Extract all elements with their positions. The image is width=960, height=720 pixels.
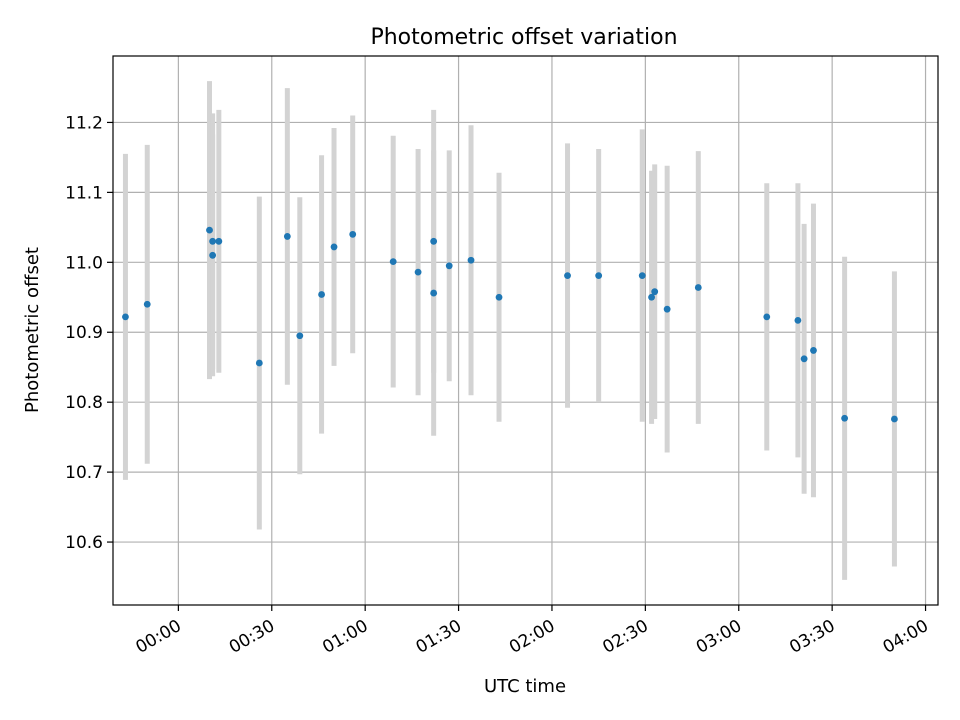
data-point: [296, 332, 304, 340]
x-tick-label: 02:30: [599, 616, 651, 658]
y-tick-label: 10.6: [65, 533, 103, 553]
grid-lines: [113, 56, 938, 605]
x-axis-ticks: 00:00 00:30 01:00 01:30 02:00 02:30 03:00 03:30…: [132, 605, 932, 658]
y-tick-label: 10.8: [65, 393, 103, 413]
data-point: [209, 251, 217, 259]
x-tick-label: 04:00: [880, 616, 932, 658]
y-tick-label: 11.1: [65, 183, 103, 203]
data-point: [841, 414, 849, 422]
data-point: [564, 272, 571, 279]
data-point: [143, 300, 151, 308]
data-point: [206, 226, 213, 234]
data-point: [663, 305, 671, 313]
data-points: [122, 226, 898, 423]
data-point: [122, 313, 129, 321]
x-tick-label: 02:00: [506, 616, 558, 658]
data-point: [330, 243, 338, 251]
x-tick-label: 03:00: [693, 616, 745, 658]
y-tick-label: 11.2: [65, 113, 103, 133]
chart-title: Photometric offset variation: [370, 25, 677, 50]
error-bars: [122, 81, 897, 580]
data-point: [800, 355, 808, 363]
data-point: [430, 289, 438, 297]
y-tick-label: 11.0: [65, 253, 103, 273]
data-point: [694, 284, 702, 291]
data-point: [763, 313, 771, 321]
x-tick-label: 01:30: [413, 616, 465, 658]
x-tick-label: 01:00: [319, 616, 371, 658]
data-point: [255, 359, 263, 367]
data-point: [810, 347, 817, 354]
y-tick-label: 10.7: [65, 463, 103, 483]
data-point: [495, 293, 503, 301]
data-point: [595, 272, 603, 279]
data-point: [638, 272, 646, 279]
x-tick-label: 00:30: [226, 616, 278, 658]
data-point: [318, 291, 325, 298]
x-tick-label: 00:00: [132, 616, 184, 658]
data-point: [648, 293, 655, 301]
data-point: [283, 233, 291, 240]
data-point: [467, 256, 475, 264]
y-axis-label: Photometric offset: [22, 247, 43, 413]
data-point: [445, 262, 453, 270]
data-point: [651, 288, 659, 296]
data-point: [215, 237, 223, 245]
data-point: [209, 237, 217, 245]
data-point: [349, 230, 357, 238]
y-tick-label: 10.9: [65, 323, 103, 343]
x-tick-label: 03:30: [786, 616, 838, 658]
data-point: [794, 316, 802, 324]
data-point: [430, 237, 438, 245]
data-point: [389, 258, 397, 266]
plot-frame: [112, 55, 939, 606]
data-point: [414, 268, 422, 276]
y-axis-ticks: 10.6 10.7 10.8 10.9 11.0 11.1 11.2: [65, 113, 113, 553]
x-axis-label: UTC time: [484, 676, 566, 697]
data-point: [891, 415, 898, 423]
